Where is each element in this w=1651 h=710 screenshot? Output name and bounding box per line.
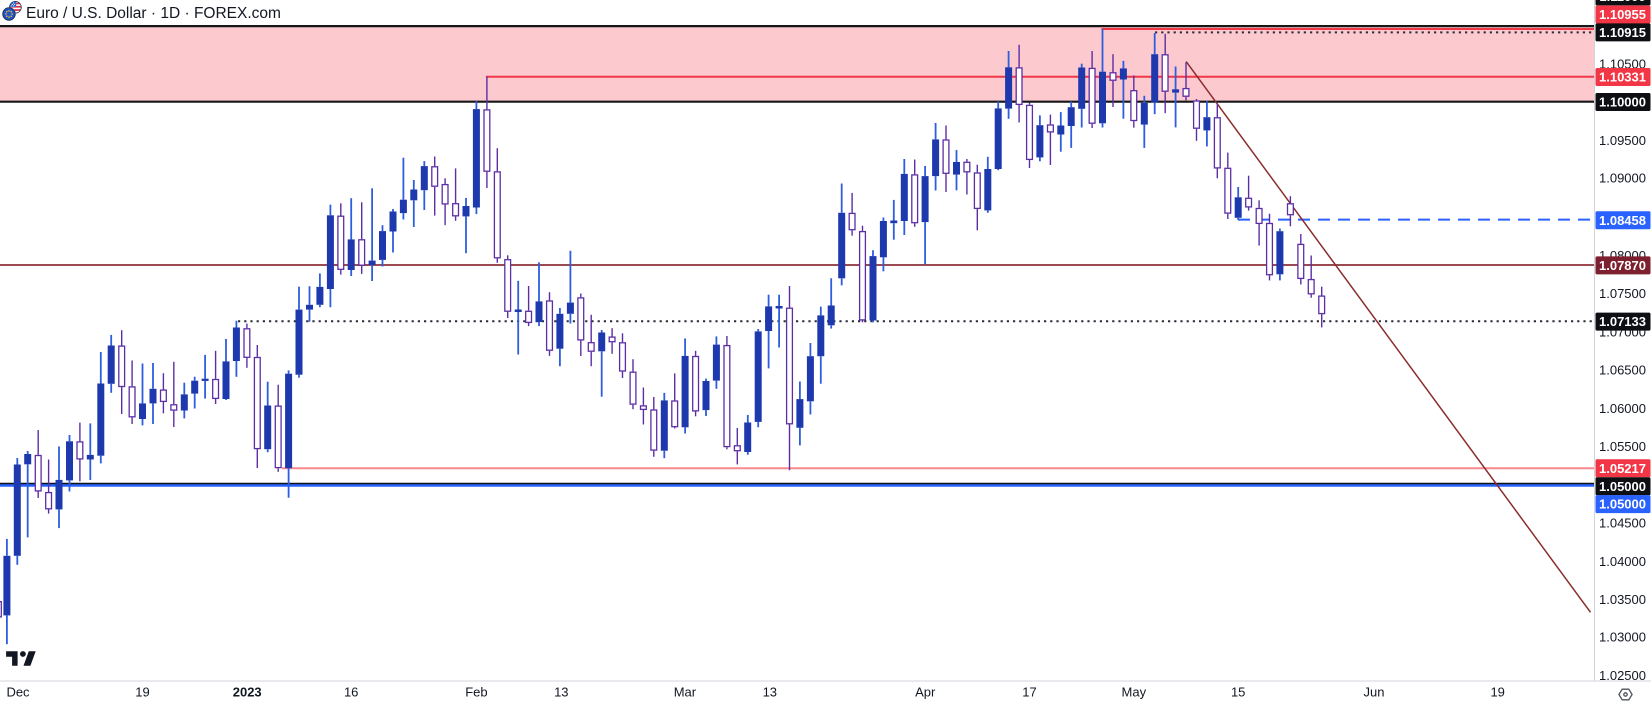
svg-text:16: 16	[344, 685, 358, 700]
svg-text:1.09000: 1.09000	[1599, 171, 1646, 186]
svg-text:Feb: Feb	[465, 685, 487, 700]
svg-text:1.07870: 1.07870	[1599, 258, 1646, 273]
svg-text:1.05217: 1.05217	[1599, 461, 1646, 476]
svg-text:1.04500: 1.04500	[1599, 516, 1646, 531]
svg-text:Mar: Mar	[674, 685, 697, 700]
svg-text:19: 19	[135, 685, 149, 700]
svg-text:1.06500: 1.06500	[1599, 363, 1646, 378]
svg-text:1.10955: 1.10955	[1599, 7, 1646, 22]
svg-text:15: 15	[1231, 685, 1245, 700]
svg-text:2023: 2023	[233, 685, 262, 700]
svg-text:1.03500: 1.03500	[1599, 592, 1646, 607]
svg-text:1.10915: 1.10915	[1599, 25, 1646, 40]
svg-text:1.05000: 1.05000	[1599, 479, 1646, 494]
svg-text:1.07500: 1.07500	[1599, 286, 1646, 301]
svg-text:1.02500: 1.02500	[1599, 668, 1646, 683]
svg-text:1.04000: 1.04000	[1599, 554, 1646, 569]
svg-text:1.11000: 1.11000	[1599, 0, 1645, 4]
svg-text:1.10500: 1.10500	[1599, 56, 1646, 71]
svg-text:Dec: Dec	[6, 685, 30, 700]
svg-text:1.03000: 1.03000	[1599, 630, 1646, 645]
svg-text:1.05000: 1.05000	[1599, 497, 1646, 512]
svg-text:1.09500: 1.09500	[1599, 133, 1646, 148]
svg-text:Apr: Apr	[915, 685, 936, 700]
svg-text:May: May	[1122, 685, 1147, 700]
svg-text:Euro / U.S. Dollar · 1D · FORE: Euro / U.S. Dollar · 1D · FOREX.com	[26, 5, 281, 22]
svg-text:1.10331: 1.10331	[1599, 70, 1646, 85]
svg-text:19: 19	[1490, 685, 1504, 700]
svg-text:1.10000: 1.10000	[1599, 95, 1646, 110]
svg-text:13: 13	[554, 685, 568, 700]
svg-text:Jun: Jun	[1364, 685, 1385, 700]
svg-text:1.08458: 1.08458	[1599, 213, 1646, 228]
svg-text:17: 17	[1022, 685, 1036, 700]
svg-text:1.07133: 1.07133	[1599, 314, 1646, 329]
svg-text:1.05500: 1.05500	[1599, 439, 1646, 454]
svg-text:13: 13	[763, 685, 777, 700]
svg-text:1.06000: 1.06000	[1599, 401, 1646, 416]
